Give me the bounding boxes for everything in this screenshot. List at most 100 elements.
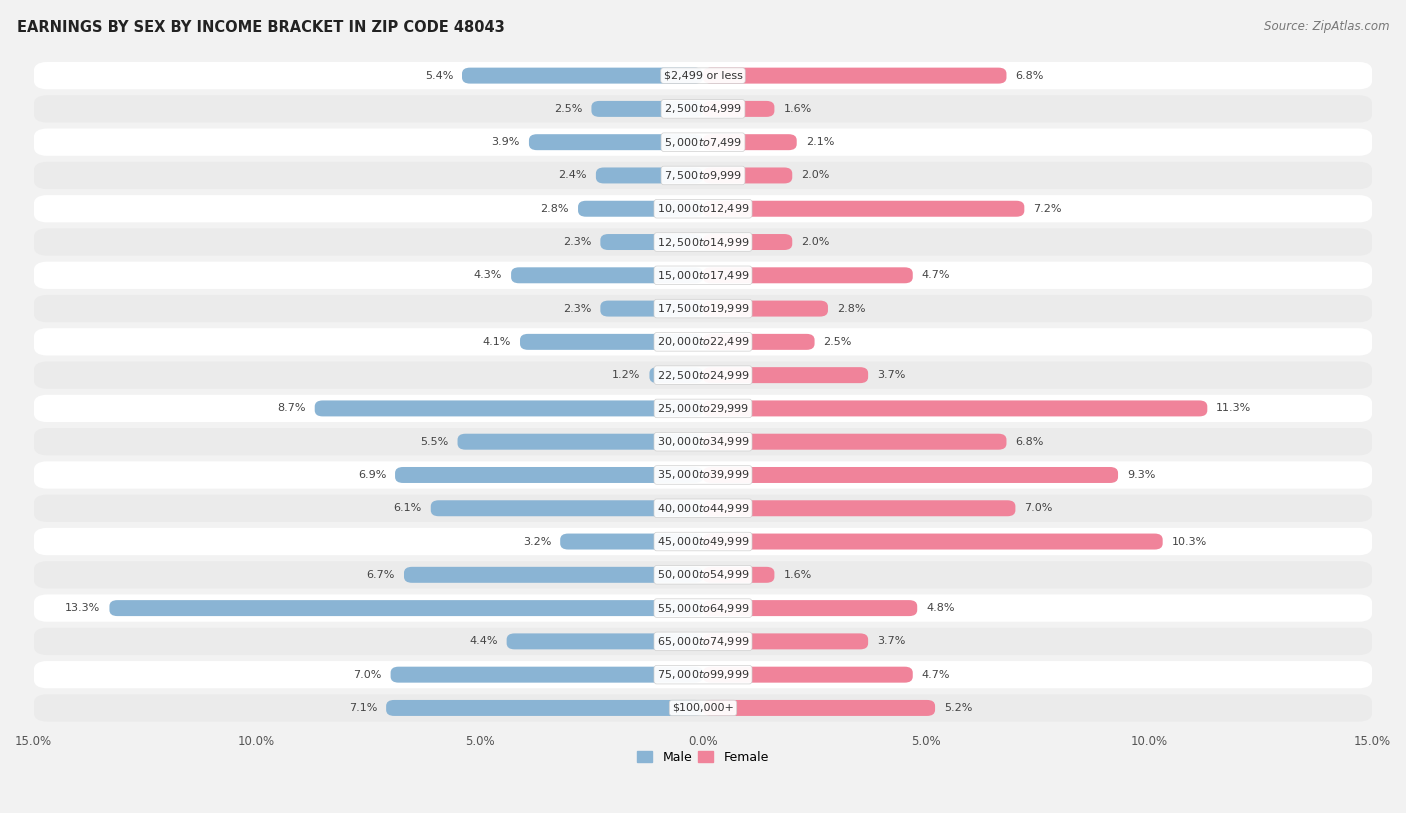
Text: $10,000 to $12,499: $10,000 to $12,499 xyxy=(657,202,749,215)
FancyBboxPatch shape xyxy=(457,433,703,450)
Text: 1.6%: 1.6% xyxy=(783,104,811,114)
Text: 2.5%: 2.5% xyxy=(824,337,852,347)
Text: 6.9%: 6.9% xyxy=(357,470,387,480)
FancyBboxPatch shape xyxy=(703,633,868,650)
Text: 4.7%: 4.7% xyxy=(922,670,950,680)
Text: 6.7%: 6.7% xyxy=(367,570,395,580)
FancyBboxPatch shape xyxy=(560,533,703,550)
FancyBboxPatch shape xyxy=(703,533,1163,550)
FancyBboxPatch shape xyxy=(34,594,1372,622)
Text: Source: ZipAtlas.com: Source: ZipAtlas.com xyxy=(1264,20,1389,33)
Text: 4.8%: 4.8% xyxy=(927,603,955,613)
FancyBboxPatch shape xyxy=(34,95,1372,123)
FancyBboxPatch shape xyxy=(34,428,1372,455)
Text: $2,500 to $4,999: $2,500 to $4,999 xyxy=(664,102,742,115)
Text: 13.3%: 13.3% xyxy=(65,603,100,613)
Text: 2.4%: 2.4% xyxy=(558,171,586,180)
FancyBboxPatch shape xyxy=(391,667,703,683)
FancyBboxPatch shape xyxy=(395,467,703,483)
FancyBboxPatch shape xyxy=(34,128,1372,156)
Text: $2,499 or less: $2,499 or less xyxy=(664,71,742,80)
Text: $55,000 to $64,999: $55,000 to $64,999 xyxy=(657,602,749,615)
FancyBboxPatch shape xyxy=(34,162,1372,189)
FancyBboxPatch shape xyxy=(34,494,1372,522)
Text: 2.0%: 2.0% xyxy=(801,237,830,247)
Text: $50,000 to $54,999: $50,000 to $54,999 xyxy=(657,568,749,581)
Text: 4.4%: 4.4% xyxy=(470,637,498,646)
FancyBboxPatch shape xyxy=(703,301,828,316)
FancyBboxPatch shape xyxy=(529,134,703,150)
Text: 3.7%: 3.7% xyxy=(877,370,905,380)
FancyBboxPatch shape xyxy=(110,600,703,616)
Text: 4.1%: 4.1% xyxy=(482,337,512,347)
Text: 2.3%: 2.3% xyxy=(562,303,592,314)
Text: 3.7%: 3.7% xyxy=(877,637,905,646)
FancyBboxPatch shape xyxy=(703,667,912,683)
FancyBboxPatch shape xyxy=(703,700,935,716)
FancyBboxPatch shape xyxy=(387,700,703,716)
Text: $20,000 to $22,499: $20,000 to $22,499 xyxy=(657,335,749,348)
FancyBboxPatch shape xyxy=(34,328,1372,355)
Text: 3.2%: 3.2% xyxy=(523,537,551,546)
FancyBboxPatch shape xyxy=(34,362,1372,389)
FancyBboxPatch shape xyxy=(34,661,1372,689)
Text: 7.2%: 7.2% xyxy=(1033,204,1062,214)
Text: 6.8%: 6.8% xyxy=(1015,437,1043,446)
FancyBboxPatch shape xyxy=(703,500,1015,516)
FancyBboxPatch shape xyxy=(34,295,1372,322)
FancyBboxPatch shape xyxy=(703,401,1208,416)
FancyBboxPatch shape xyxy=(463,67,703,84)
Text: $17,500 to $19,999: $17,500 to $19,999 xyxy=(657,302,749,315)
FancyBboxPatch shape xyxy=(703,267,912,283)
FancyBboxPatch shape xyxy=(34,195,1372,223)
Text: 3.9%: 3.9% xyxy=(492,137,520,147)
FancyBboxPatch shape xyxy=(592,101,703,117)
Text: 5.5%: 5.5% xyxy=(420,437,449,446)
FancyBboxPatch shape xyxy=(703,134,797,150)
Text: $75,000 to $99,999: $75,000 to $99,999 xyxy=(657,668,749,681)
Text: $100,000+: $100,000+ xyxy=(672,703,734,713)
FancyBboxPatch shape xyxy=(34,461,1372,489)
Text: $65,000 to $74,999: $65,000 to $74,999 xyxy=(657,635,749,648)
Text: 2.8%: 2.8% xyxy=(541,204,569,214)
FancyBboxPatch shape xyxy=(34,62,1372,89)
Text: 4.7%: 4.7% xyxy=(922,270,950,280)
Text: 11.3%: 11.3% xyxy=(1216,403,1251,414)
FancyBboxPatch shape xyxy=(703,334,814,350)
Text: 4.3%: 4.3% xyxy=(474,270,502,280)
FancyBboxPatch shape xyxy=(512,267,703,283)
FancyBboxPatch shape xyxy=(578,201,703,217)
FancyBboxPatch shape xyxy=(430,500,703,516)
FancyBboxPatch shape xyxy=(34,561,1372,589)
FancyBboxPatch shape xyxy=(703,234,792,250)
FancyBboxPatch shape xyxy=(703,167,792,184)
FancyBboxPatch shape xyxy=(600,234,703,250)
FancyBboxPatch shape xyxy=(34,395,1372,422)
Legend: Male, Female: Male, Female xyxy=(633,746,773,769)
Text: 2.8%: 2.8% xyxy=(837,303,865,314)
FancyBboxPatch shape xyxy=(34,262,1372,289)
FancyBboxPatch shape xyxy=(703,67,1007,84)
FancyBboxPatch shape xyxy=(404,567,703,583)
FancyBboxPatch shape xyxy=(703,201,1025,217)
Text: 7.1%: 7.1% xyxy=(349,703,377,713)
Text: 1.6%: 1.6% xyxy=(783,570,811,580)
Text: 2.5%: 2.5% xyxy=(554,104,582,114)
Text: $12,500 to $14,999: $12,500 to $14,999 xyxy=(657,236,749,249)
FancyBboxPatch shape xyxy=(596,167,703,184)
FancyBboxPatch shape xyxy=(703,433,1007,450)
Text: $30,000 to $34,999: $30,000 to $34,999 xyxy=(657,435,749,448)
Text: 10.3%: 10.3% xyxy=(1171,537,1206,546)
Text: $25,000 to $29,999: $25,000 to $29,999 xyxy=(657,402,749,415)
Text: $35,000 to $39,999: $35,000 to $39,999 xyxy=(657,468,749,481)
Text: 1.2%: 1.2% xyxy=(612,370,641,380)
Text: $22,500 to $24,999: $22,500 to $24,999 xyxy=(657,368,749,381)
Text: 7.0%: 7.0% xyxy=(353,670,381,680)
Text: 5.2%: 5.2% xyxy=(943,703,973,713)
FancyBboxPatch shape xyxy=(34,628,1372,655)
FancyBboxPatch shape xyxy=(703,101,775,117)
FancyBboxPatch shape xyxy=(703,467,1118,483)
FancyBboxPatch shape xyxy=(315,401,703,416)
FancyBboxPatch shape xyxy=(506,633,703,650)
FancyBboxPatch shape xyxy=(703,600,917,616)
